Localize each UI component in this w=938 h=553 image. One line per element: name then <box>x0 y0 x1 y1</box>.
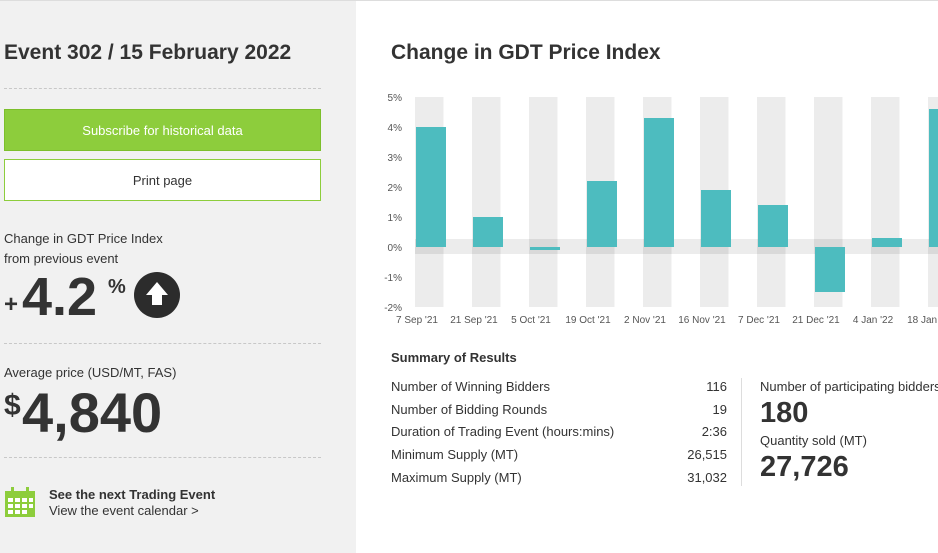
calendar-icon[interactable] <box>5 487 35 522</box>
chart-bar <box>872 238 902 247</box>
subscribe-button[interactable]: Subscribe for historical data <box>4 109 321 151</box>
chart-band <box>529 97 558 307</box>
average-price-value: 4,840 <box>22 381 163 444</box>
chart-bar <box>815 247 845 292</box>
divider <box>4 457 321 458</box>
quantity-sold-value: 27,726 <box>760 451 849 483</box>
y-tick-label: 4% <box>388 123 403 134</box>
participating-bidders-value: 180 <box>760 397 809 429</box>
chart-bar <box>416 127 446 247</box>
x-tick-label: 4 Jan '22 <box>853 315 894 326</box>
sidebar-panel: Event 302 / 15 February 2022 Subscribe f… <box>0 0 356 553</box>
summary-divider <box>741 378 742 486</box>
event-title: Event 302 / 15 February 2022 <box>4 41 292 64</box>
divider <box>4 88 321 89</box>
summary-row-label: Number of Winning Bidders <box>391 379 550 394</box>
y-tick-label: 2% <box>388 183 403 194</box>
summary-row: Duration of Trading Event (hours:mins) 2:… <box>391 424 727 439</box>
summary-row: Minimum Supply (MT) 26,515 <box>391 447 727 462</box>
summary-title: Summary of Results <box>391 350 517 365</box>
summary-row-value: 31,032 <box>687 469 727 485</box>
change-unit: % <box>108 276 126 298</box>
x-tick-label: 2 Nov '21 <box>624 315 666 326</box>
main-panel: Change in GDT Price Index 5% 4% 3% 2% 1% 0% -1… <box>356 0 938 553</box>
x-tick-label: 19 Oct '21 <box>565 315 611 326</box>
summary-row-label: Number of Bidding Rounds <box>391 401 548 417</box>
price-index-chart: 5% 4% 3% 2% 1% 0% -1% -2%7 Sep '21 21 Sep '21 5 O… <box>384 93 938 326</box>
summary-row: Maximum Supply (MT) 31,032 <box>391 470 727 485</box>
chart-bar <box>758 205 788 247</box>
chart-bar <box>530 247 560 250</box>
y-tick-label: 1% <box>388 213 403 224</box>
summary-row: Number of Winning Bidders 116 <box>391 379 727 394</box>
chart-bar <box>587 181 617 247</box>
summary-row: Number of Bidding Rounds 19 <box>391 402 727 417</box>
chart-bar <box>473 217 503 247</box>
summary-row-label: Minimum Supply (MT) <box>391 447 519 463</box>
arrow-up-icon <box>134 272 180 318</box>
y-tick-label: 5% <box>388 93 403 104</box>
summary-row-value: 2:36 <box>701 424 727 440</box>
chart-bar <box>644 118 674 247</box>
chart-title: Change in GDT Price Index <box>391 41 661 64</box>
event-calendar-link[interactable]: View the event calendar > <box>49 503 199 518</box>
quantity-sold-label: Quantity sold (MT) <box>760 433 867 448</box>
summary-row-label: Duration of Trading Event (hours:mins) <box>391 424 615 440</box>
y-tick-label: 0% <box>388 243 403 254</box>
print-page-button[interactable]: Print page <box>4 159 321 201</box>
participating-bidders-label: Number of participating bidders <box>760 379 938 394</box>
change-label: Change in GDT Price Index <box>4 231 163 246</box>
chart-band <box>472 97 501 307</box>
change-value: 4.2 <box>22 267 98 327</box>
x-tick-label: 21 Sep '21 <box>450 315 498 326</box>
currency-symbol: $ <box>4 389 21 422</box>
x-tick-label: 7 Dec '21 <box>738 315 780 326</box>
chart-band <box>871 97 900 307</box>
summary-row-value: 19 <box>712 401 727 417</box>
chart-bar <box>929 109 938 247</box>
average-price-label: Average price (USD/MT, FAS) <box>4 365 177 380</box>
x-tick-label: 21 Dec '21 <box>792 315 840 326</box>
x-tick-label: 16 Nov '21 <box>678 315 726 326</box>
next-event-title: See the next Trading Event <box>49 487 216 502</box>
change-sublabel: from previous event <box>4 251 119 266</box>
chart-bar <box>701 190 731 247</box>
y-tick-label: -2% <box>384 303 402 314</box>
summary-row-label: Maximum Supply (MT) <box>391 469 522 485</box>
chart-band <box>757 97 786 307</box>
chart-zero-band-segment <box>529 239 558 254</box>
divider <box>4 343 321 344</box>
change-sign: + <box>4 291 19 318</box>
y-tick-label: 3% <box>388 153 403 164</box>
summary-row-value: 26,515 <box>687 447 727 463</box>
x-tick-label: 5 Oct '21 <box>511 315 551 326</box>
x-tick-label: 18 Jan '22 <box>907 315 938 326</box>
x-tick-label: 7 Sep '21 <box>396 315 438 326</box>
y-tick-label: -1% <box>384 273 402 284</box>
summary-row-value: 116 <box>706 379 727 394</box>
